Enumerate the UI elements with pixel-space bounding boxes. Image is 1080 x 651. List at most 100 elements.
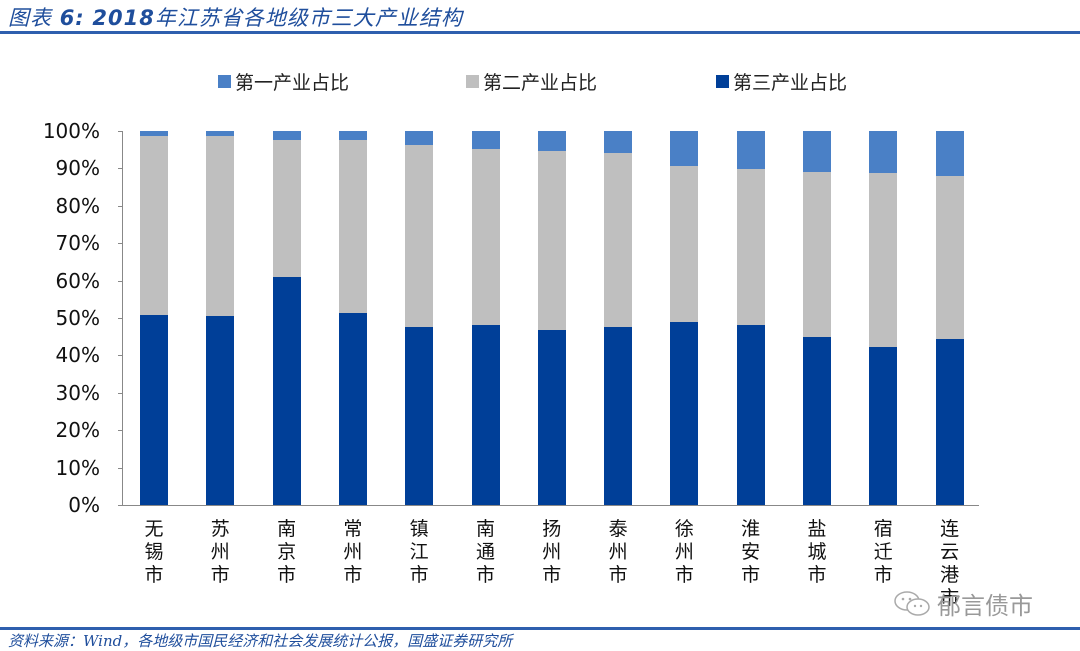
x-axis-line (122, 505, 979, 506)
stacked-bar (736, 131, 765, 505)
x-tick-label: 常州市 (343, 518, 363, 586)
legend-swatch (716, 75, 729, 88)
legend-item-secondary: 第二产业占比 (466, 68, 597, 95)
stacked-bar (338, 131, 367, 505)
tertiary-segment (537, 329, 566, 505)
primary-segment (272, 131, 301, 140)
legend-label: 第一产业占比 (235, 72, 350, 94)
tertiary-segment (405, 326, 434, 505)
title-prefix: 图表 (8, 6, 52, 30)
y-tick (118, 131, 123, 132)
stacked-bar (670, 131, 699, 505)
tertiary-segment (338, 313, 367, 505)
primary-segment (140, 131, 168, 136)
tertiary-segment (869, 347, 898, 505)
y-tick-label: 0% (68, 493, 100, 517)
tertiary-segment (803, 337, 831, 505)
secondary-segment (604, 153, 633, 327)
stacked-bar (869, 131, 898, 505)
legend-swatch (218, 75, 231, 88)
secondary-segment (670, 166, 699, 323)
secondary-segment (405, 144, 434, 327)
primary-segment (537, 131, 566, 151)
secondary-segment (736, 169, 765, 326)
legend-item-tertiary: 第三产业占比 (716, 68, 847, 95)
y-tick-label: 90% (55, 156, 100, 181)
stacked-bar (206, 131, 235, 505)
y-tick (118, 205, 123, 207)
x-tick-label: 南京市 (277, 518, 297, 586)
y-tick-label: 10% (55, 455, 100, 480)
legend-label: 第三产业占比 (733, 72, 848, 94)
x-tick-label: 苏州市 (210, 518, 230, 586)
secondary-segment (206, 135, 235, 317)
x-tick-label: 无锡市 (144, 518, 164, 586)
tertiary-segment (935, 338, 964, 505)
x-tick-label: 扬州市 (542, 518, 562, 586)
primary-segment (405, 131, 434, 145)
legend-label: 第二产业占比 (483, 72, 598, 94)
stacked-bar (471, 131, 500, 505)
header-rule (0, 31, 1080, 34)
secondary-segment (272, 140, 301, 277)
title-text: 年江苏省各地级市三大产业结构 (154, 6, 463, 30)
secondary-segment (803, 172, 831, 338)
tertiary-segment (471, 325, 500, 505)
primary-segment (736, 131, 765, 170)
chart-title: 图表 6: 2018年江苏省各地级市三大产业结构 (8, 2, 463, 32)
tertiary-segment (604, 326, 633, 505)
x-tick-label: 宿迁市 (873, 518, 893, 586)
secondary-segment (471, 148, 500, 326)
primary-segment (338, 131, 367, 140)
y-tick-label: 40% (55, 343, 100, 368)
y-tick (118, 280, 123, 282)
tertiary-segment (736, 325, 765, 505)
tertiary-segment (140, 315, 168, 505)
y-tick-label: 80% (55, 193, 100, 218)
stacked-bar (272, 131, 301, 505)
x-tick-label: 徐州市 (674, 518, 694, 586)
legend: 第一产业占比 第二产业占比 第三产业占比 (0, 68, 1080, 94)
y-tick (118, 243, 123, 245)
legend-item-primary: 第一产业占比 (218, 68, 349, 95)
primary-segment (471, 131, 500, 149)
wechat-icon (893, 590, 933, 618)
stacked-bar (405, 131, 434, 505)
y-tick-label: 50% (55, 306, 100, 330)
y-tick (118, 392, 123, 394)
stacked-bar (140, 131, 168, 505)
y-tick (118, 430, 123, 432)
secondary-segment (537, 150, 566, 330)
legend-swatch (466, 75, 479, 88)
y-tick-label: 70% (55, 231, 100, 256)
x-tick-label: 连云港市 (940, 518, 960, 609)
primary-segment (670, 131, 699, 167)
y-tick (118, 168, 123, 170)
secondary-segment (338, 139, 367, 314)
stacked-bar (537, 131, 566, 505)
primary-segment (206, 131, 235, 136)
y-tick-label: 20% (55, 418, 100, 443)
y-tick-label: 60% (55, 268, 100, 293)
watermark-text: 郁言债市 (937, 592, 1033, 620)
y-tick-label: 30% (55, 380, 100, 405)
x-tick-label: 盐城市 (807, 518, 827, 586)
primary-segment (604, 131, 633, 154)
stacked-bar (604, 131, 633, 505)
y-tick (118, 505, 123, 506)
y-tick-label: 100% (42, 119, 100, 143)
title-number: 6: (59, 6, 85, 30)
primary-segment (935, 131, 964, 176)
y-tick (118, 467, 123, 469)
primary-segment (803, 131, 831, 173)
footer-rule (0, 627, 1080, 630)
source-note: 资料来源：Wind，各地级市国民经济和社会发展统计公报，国盛证券研究所 (8, 632, 513, 650)
x-tick-label: 镇江市 (409, 518, 429, 586)
title-year: 2018 (92, 6, 155, 30)
tertiary-segment (670, 322, 699, 505)
x-tick-label: 南通市 (475, 518, 495, 586)
watermark: 郁言债市 (893, 586, 1033, 621)
tertiary-segment (206, 316, 235, 505)
tertiary-segment (272, 276, 301, 505)
primary-segment (869, 131, 898, 173)
